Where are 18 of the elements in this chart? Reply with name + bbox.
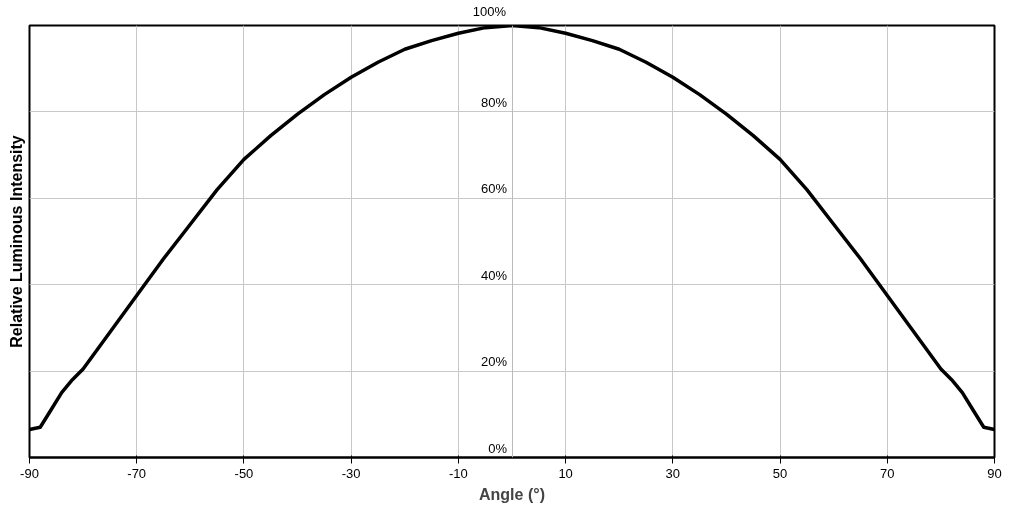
x-tick-label: 70	[880, 465, 895, 481]
x-axis-title: Angle (°)	[479, 485, 545, 503]
x-tick-label: 30	[665, 465, 681, 481]
y-tick-label: 0%	[488, 440, 508, 456]
x-tick-label: -30	[341, 465, 361, 481]
y-tick-label: 20%	[480, 354, 508, 370]
y-axis-title: Relative Luminous Intensity	[7, 135, 25, 348]
y-tick-label: 40%	[480, 267, 508, 283]
y-tick-label: 60%	[480, 181, 508, 197]
x-tick-label: -50	[234, 465, 254, 481]
x-tick-label: 90	[987, 465, 1002, 481]
y-tick-label: 100%	[472, 3, 507, 19]
x-tick-label: -90	[20, 465, 39, 481]
x-tick-label: 10	[558, 465, 573, 481]
x-tick-label: -10	[448, 465, 468, 481]
x-tick-label: 50	[772, 465, 788, 481]
x-tick-label: -70	[127, 465, 147, 481]
y-tick-label: 80%	[480, 94, 508, 110]
